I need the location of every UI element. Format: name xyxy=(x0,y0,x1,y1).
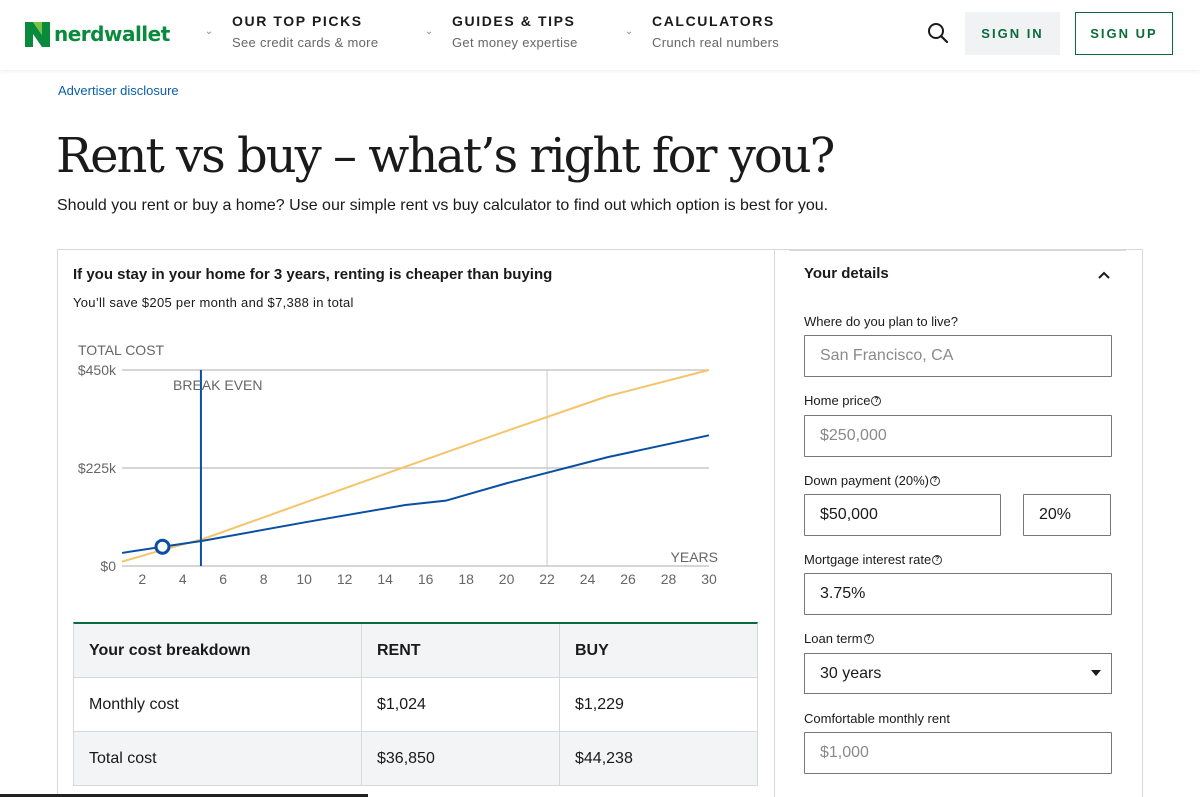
table-header-cell: RENT xyxy=(362,624,560,677)
buy-cost-line xyxy=(121,434,710,554)
cost-breakdown-table: Your cost breakdown RENT BUY Monthly cos… xyxy=(73,622,758,786)
table-cell: $36,850 xyxy=(362,732,560,785)
nav-guides-tips-subtitle: Get money expertise xyxy=(452,35,578,50)
nav-top-picks-subtitle: See credit cards & more xyxy=(232,35,379,50)
down-payment-label: Down payment (20%)? xyxy=(804,473,940,488)
home-price-input[interactable] xyxy=(804,415,1112,457)
down-payment-input[interactable] xyxy=(804,494,1001,536)
loan-term-label-text: Loan term xyxy=(804,631,863,646)
table-cell: $44,238 xyxy=(575,749,633,767)
chevron-down-icon: ⌄ xyxy=(424,26,434,37)
monthly-rent-input[interactable] xyxy=(804,732,1112,774)
x-tick-label: 16 xyxy=(418,571,434,587)
interest-rate-label: Mortgage interest rate? xyxy=(804,552,943,567)
down-payment-label-text: Down payment (20%) xyxy=(804,473,929,488)
nerdwallet-logo[interactable]: nerdwallet xyxy=(25,21,170,47)
x-tick-label: 6 xyxy=(219,571,227,587)
home-price-label-text: Home price xyxy=(804,393,871,408)
nerdwallet-logo-icon xyxy=(25,21,50,47)
table-header-cell: Your cost breakdown xyxy=(74,624,362,677)
loan-term-value: 30 years xyxy=(820,664,882,682)
window-bottom-bar xyxy=(0,794,368,797)
site-header: nerdwallet ⌄ OUR TOP PICKS See credit ca… xyxy=(0,0,1200,70)
help-icon[interactable]: ? xyxy=(863,633,874,644)
table-header-row: Your cost breakdown RENT BUY xyxy=(74,624,757,678)
nav-calculators-title: CALCULATORS xyxy=(652,13,775,29)
x-axis-title: YEARS xyxy=(671,549,718,565)
y-tick-label: $450k xyxy=(78,362,117,378)
nav-guides-tips-title: GUIDES & TIPS xyxy=(452,13,576,29)
x-tick-label: 8 xyxy=(260,571,268,587)
chevron-down-icon: ⌄ xyxy=(204,26,214,37)
sign-in-button[interactable]: SIGN IN xyxy=(965,12,1060,55)
help-icon[interactable]: ? xyxy=(930,475,940,486)
caret-down-icon xyxy=(1091,670,1101,676)
x-tick-label: 28 xyxy=(661,571,677,587)
x-tick-label: 18 xyxy=(458,571,474,587)
x-tick-label: 2 xyxy=(138,571,146,587)
rent-cost-line xyxy=(121,369,710,563)
x-tick-label: 12 xyxy=(337,571,353,587)
nav-guides-tips[interactable]: ⌄ GUIDES & TIPS Get money expertise xyxy=(422,13,578,50)
table-cell: Total cost xyxy=(74,732,362,785)
location-label: Where do you plan to live? xyxy=(804,314,958,329)
x-tick-label: 30 xyxy=(701,571,717,587)
nav-top-picks-title: OUR TOP PICKS xyxy=(232,13,363,29)
loan-term-label: Loan term? xyxy=(804,631,874,646)
chevron-down-icon: ⌄ xyxy=(624,26,634,37)
logo-text: nerdwallet xyxy=(54,22,170,46)
table-row: Monthly cost $1,024 $1,229 xyxy=(74,678,757,732)
y-axis-title: TOTAL COST xyxy=(78,342,165,358)
table-row: Total cost $36,850 $44,238 xyxy=(74,732,757,786)
nav-top-picks[interactable]: ⌄ OUR TOP PICKS See credit cards & more xyxy=(202,13,378,50)
search-icon[interactable] xyxy=(927,22,949,44)
result-summary: You’ll save $205 per month and $7,388 in… xyxy=(73,295,354,310)
chevron-up-icon[interactable] xyxy=(1095,266,1113,284)
help-icon[interactable]: ? xyxy=(871,395,882,406)
year-marker xyxy=(154,538,171,555)
table-cell: Monthly cost xyxy=(74,678,362,731)
page-subtitle: Should you rent or buy a home? Use our s… xyxy=(57,197,829,214)
location-label-text: Where do you plan to live? xyxy=(804,314,958,329)
result-headline: If you stay in your home for 3 years, re… xyxy=(73,266,553,283)
details-title: Your details xyxy=(804,265,889,282)
location-input[interactable] xyxy=(804,335,1112,377)
monthly-rent-label: Comfortable monthly rent xyxy=(804,711,950,726)
nav-calculators-subtitle: Crunch real numbers xyxy=(652,35,780,50)
help-icon[interactable]: ? xyxy=(932,554,943,565)
results-card xyxy=(57,249,774,797)
break-even-label: BREAK EVEN xyxy=(173,377,262,393)
table-header-cell: BUY xyxy=(575,641,609,659)
interest-rate-label-text: Mortgage interest rate xyxy=(804,552,932,567)
home-price-label: Home price? xyxy=(804,393,882,408)
interest-rate-input[interactable] xyxy=(804,573,1112,615)
x-tick-label: 26 xyxy=(620,571,636,587)
table-cell: $1,229 xyxy=(575,695,624,713)
loan-term-select[interactable]: 30 years xyxy=(804,653,1112,694)
panel-divider xyxy=(789,249,1126,251)
nav-calculators[interactable]: ⌄ CALCULATORS Crunch real numbers xyxy=(622,13,779,50)
down-payment-percent-input[interactable] xyxy=(1023,494,1111,536)
monthly-rent-label-text: Comfortable monthly rent xyxy=(804,711,950,726)
sign-up-button[interactable]: SIGN UP xyxy=(1075,12,1173,55)
table-cell: $1,024 xyxy=(362,678,560,731)
advertiser-disclosure-link[interactable]: Advertiser disclosure xyxy=(58,83,179,98)
y-tick-label: $0 xyxy=(100,558,116,574)
x-tick-label: 22 xyxy=(539,571,555,587)
x-tick-label: 20 xyxy=(499,571,515,587)
x-tick-label: 24 xyxy=(580,571,596,587)
x-tick-label: 14 xyxy=(377,571,393,587)
x-tick-label: 4 xyxy=(179,571,187,587)
x-tick-label: 10 xyxy=(296,571,312,587)
page-title: Rent vs buy – what’s right for you? xyxy=(56,128,835,184)
y-tick-label: $225k xyxy=(78,460,117,476)
